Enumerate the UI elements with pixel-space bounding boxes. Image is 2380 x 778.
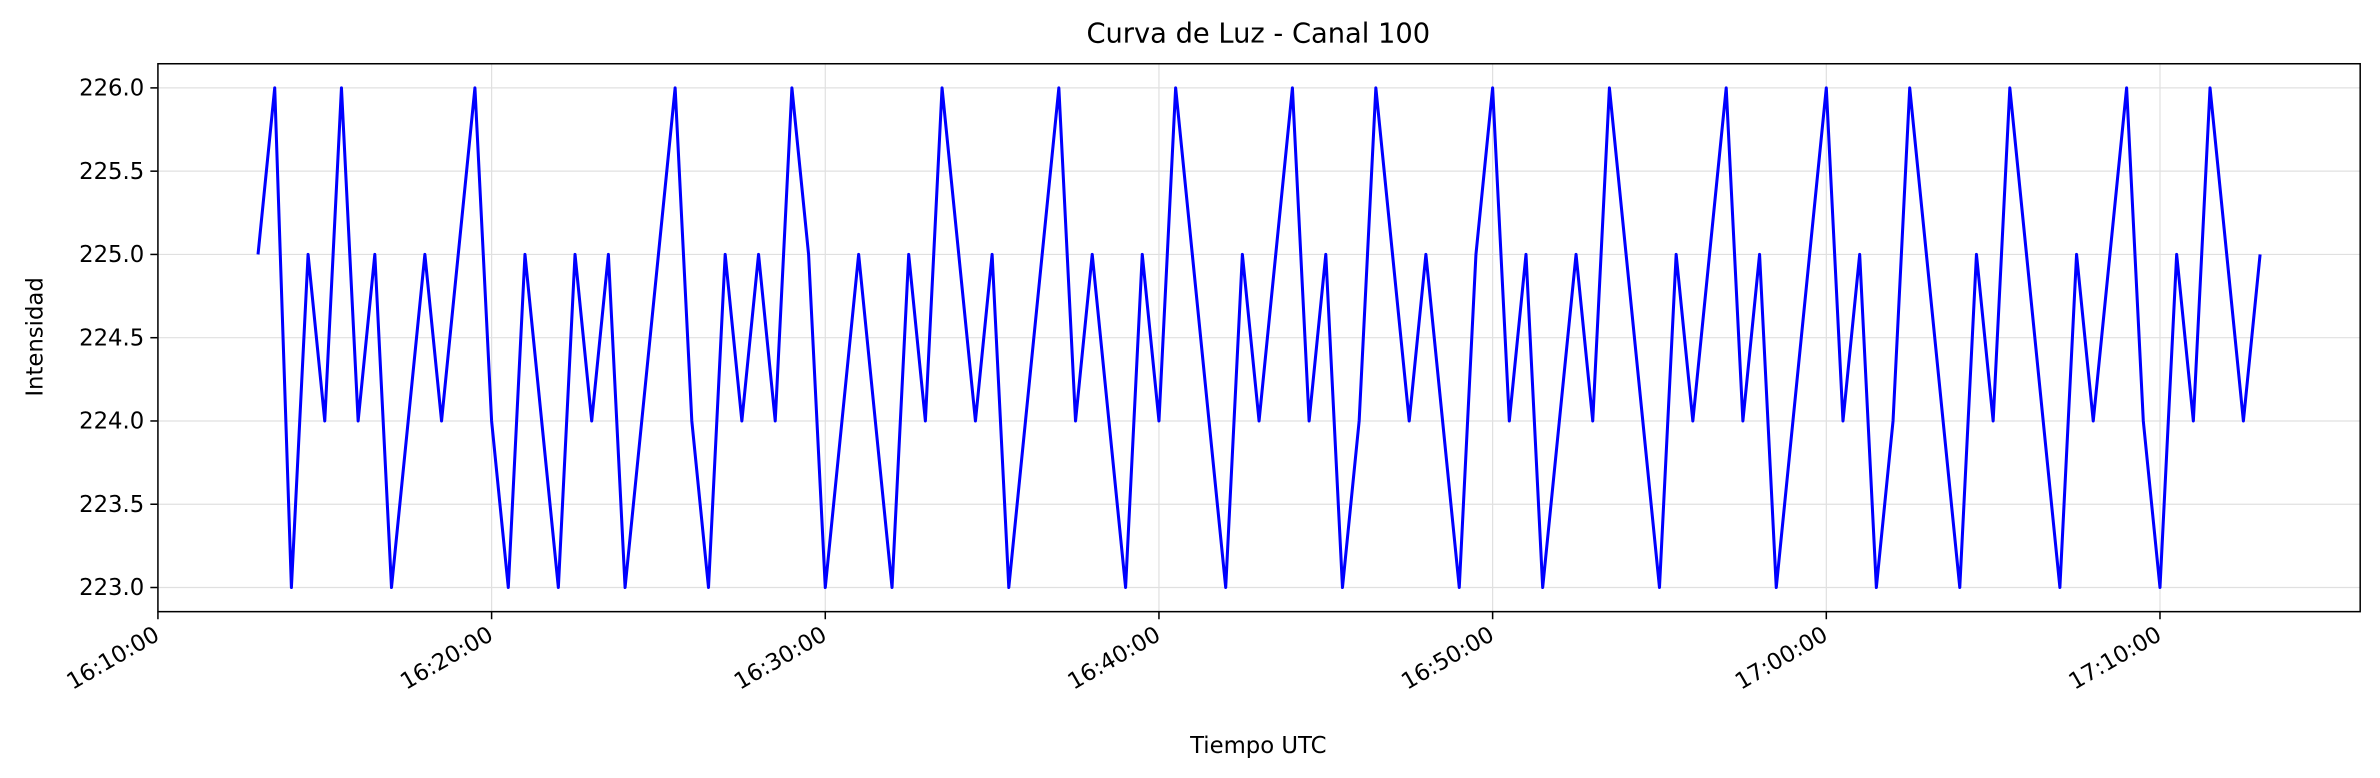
chart-title: Curva de Luz - Canal 100: [1086, 18, 1430, 49]
x-tick-label: 16:20:00: [396, 622, 497, 696]
y-tick-label: 226.0: [79, 75, 144, 101]
x-tick-label: 17:00:00: [1731, 622, 1832, 696]
y-tick-label: 225.0: [79, 242, 144, 268]
x-tick-label: 16:50:00: [1397, 622, 1498, 696]
x-tick-label: 16:40:00: [1063, 622, 1164, 696]
data-line: [256, 86, 2262, 590]
plot-frame: [157, 62, 2361, 613]
y-tick-label: 224.5: [79, 325, 144, 351]
y-tick-label: 223.0: [79, 575, 144, 601]
x-tick-label: 16:30:00: [730, 622, 831, 696]
y-tick-label: 225.5: [79, 159, 144, 185]
x-tick-label: 16:10:00: [62, 622, 163, 696]
x-tick-label: 17:10:00: [2065, 622, 2166, 696]
x-axis-label: Tiempo UTC: [1189, 733, 1326, 759]
y-tick-label: 223.5: [79, 492, 144, 518]
y-axis-label: Intensidad: [23, 277, 49, 396]
y-tick-label: 224.0: [79, 409, 144, 435]
